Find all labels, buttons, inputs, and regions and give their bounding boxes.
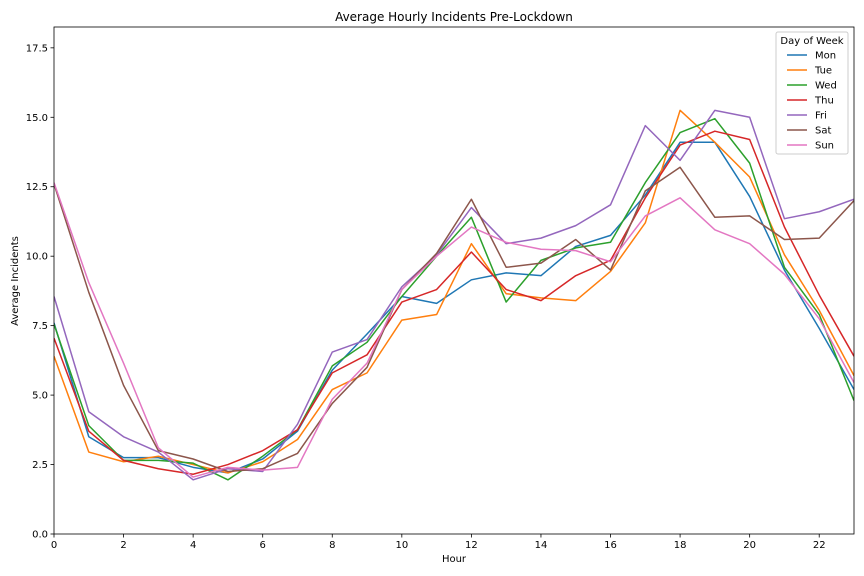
legend-label-sun: Sun — [815, 141, 834, 152]
series-line-mon — [54, 141, 854, 474]
y-tick-label: 7.5 — [32, 321, 48, 332]
x-axis-label: Hour — [442, 554, 467, 565]
x-axis: 0 2 4 6 8 10 12 14 16 18 20 22 — [51, 534, 826, 551]
y-tick-label: 0.0 — [32, 530, 48, 541]
y-tick-label: 15.0 — [26, 113, 48, 124]
series-lines — [54, 109, 854, 481]
x-tick-label: 12 — [465, 540, 478, 551]
legend-label-mon: Mon — [815, 51, 836, 62]
y-tick-label: 2.5 — [32, 460, 48, 471]
x-tick-label: 2 — [120, 540, 126, 551]
y-tick-label: 10.0 — [26, 252, 48, 263]
plot-frame — [53, 26, 855, 535]
chart-title: Average Hourly Incidents Pre-Lockdown — [335, 10, 573, 24]
legend-title: Day of Week — [780, 36, 843, 47]
legend-box — [775, 31, 849, 155]
legend-label-sat: Sat — [815, 126, 831, 137]
x-tick-label: 4 — [190, 540, 196, 551]
x-tick-label: 10 — [395, 540, 408, 551]
legend-label-wed: Wed — [815, 81, 837, 92]
x-tick-label: 20 — [743, 540, 756, 551]
y-tick-label: 17.5 — [26, 43, 48, 54]
y-tick-label: 12.5 — [26, 182, 48, 193]
series-line-sat — [54, 166, 854, 473]
x-tick-label: 14 — [535, 540, 548, 551]
legend-label-fri: Fri — [815, 111, 827, 122]
y-tick-label: 5.0 — [32, 391, 48, 402]
series-line-sun — [54, 182, 854, 478]
x-tick-label: 6 — [260, 540, 266, 551]
series-line-thu — [54, 130, 854, 476]
x-tick-label: 16 — [604, 540, 617, 551]
x-tick-label: 0 — [51, 540, 57, 551]
legend-label-thu: Thu — [814, 96, 834, 107]
x-tick-label: 8 — [329, 540, 335, 551]
x-tick-label: 22 — [813, 540, 826, 551]
legend-label-tue: Tue — [814, 66, 832, 77]
y-axis: 0.0 2.5 5.0 7.5 10.0 12.5 15.0 17.5 — [26, 43, 54, 541]
legend: Day of Week Mon Tue Wed Thu Fri Sat Sun — [775, 31, 849, 155]
legend-items: Mon Tue Wed Thu Fri Sat Sun — [787, 51, 837, 152]
series-line-fri — [54, 109, 854, 481]
series-line-wed — [54, 117, 854, 481]
x-tick-label: 18 — [674, 540, 687, 551]
plot-area — [53, 26, 855, 535]
y-axis-label: Average Incidents — [10, 236, 21, 326]
